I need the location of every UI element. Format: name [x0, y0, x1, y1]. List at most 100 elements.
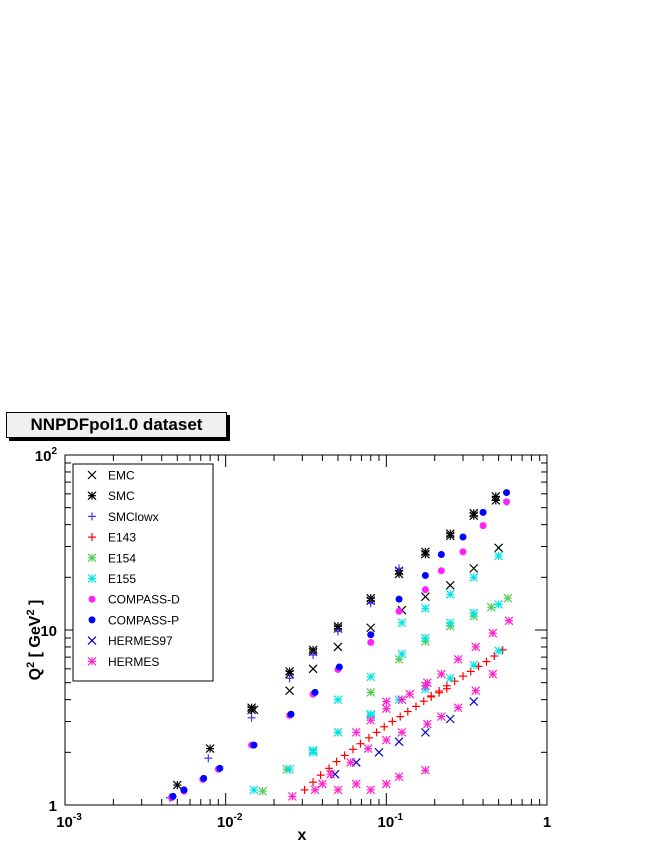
legend-box: [72, 463, 214, 682]
data-point-smc: [491, 491, 501, 501]
data-point-e143: [403, 707, 412, 716]
data-point-e155: [397, 649, 407, 659]
data-point-e155: [366, 672, 376, 682]
data-point-e155: [445, 589, 455, 599]
data-point-e155: [308, 746, 318, 755]
legend-marker: [88, 533, 96, 542]
legend-marker: [87, 656, 97, 666]
data-point-hermes97: [469, 697, 479, 706]
data-point-hermes: [453, 654, 463, 664]
data-point-e143: [490, 652, 499, 661]
data-point-hermes: [366, 715, 376, 725]
data-point-hermes: [471, 642, 481, 652]
legend-label: SMClowx: [108, 510, 159, 524]
data-point-hermes97: [374, 747, 384, 757]
data-point-compass-p: [180, 786, 188, 794]
data-point-e143: [442, 684, 451, 693]
data-point-compass-p: [287, 710, 295, 718]
data-point-compass-d: [421, 586, 429, 594]
legend-marker: [88, 512, 96, 521]
legend-label: COMPASS-D: [108, 593, 180, 607]
data-point-smc: [420, 547, 430, 557]
data-point-e155: [397, 618, 407, 628]
data-point-smc: [285, 666, 295, 676]
data-point-e155: [469, 660, 479, 670]
data-point-compass-p: [437, 551, 445, 559]
data-point-hermes: [422, 719, 432, 729]
data-point-hermes: [436, 669, 446, 679]
data-point-e143: [380, 722, 389, 731]
data-point-e143: [458, 672, 467, 681]
data-point-emc: [285, 686, 295, 696]
data-point-hermes: [317, 779, 327, 789]
data-point-e143: [474, 662, 483, 671]
data-point-e143: [482, 657, 491, 666]
data-point-e143: [340, 751, 349, 760]
x-axis-label: x: [298, 827, 307, 844]
data-point-hermes: [471, 686, 481, 696]
legend-marker: [87, 574, 97, 583]
data-point-compass-p: [459, 533, 467, 541]
y-tick-label: 1: [49, 798, 57, 815]
data-point-e154: [366, 687, 376, 697]
data-point-smclowx: [333, 627, 342, 636]
data-point-hermes: [381, 779, 391, 789]
x-tick-label: 10-2: [217, 812, 243, 831]
legend-marker: [88, 595, 96, 603]
x-tick-label: 1: [543, 814, 551, 831]
legend: EMC SMC SMClowx E143 E154 E155 COMPASS-D COMPAS…: [72, 463, 214, 682]
data-point-compass-d: [479, 522, 487, 530]
data-point-e143: [316, 771, 325, 780]
data-point-smclowx: [285, 674, 294, 683]
data-point-compass-p: [367, 631, 375, 639]
y-axis-label: Q2 [ GeV2 ]: [25, 600, 44, 681]
data-point-e155: [445, 618, 455, 628]
data-point-e155: [420, 633, 430, 643]
data-point-e143: [309, 778, 318, 787]
data-point-compass-p: [395, 595, 403, 603]
legend-marker: [87, 636, 97, 646]
data-point-e154: [486, 602, 496, 612]
data-point-e155: [333, 727, 343, 737]
data-point-hermes: [397, 727, 407, 737]
legend-label: EMC: [108, 469, 135, 483]
data-point-compass-p: [311, 688, 319, 696]
data-point-e143: [300, 785, 309, 794]
data-point-compass-d: [395, 607, 403, 615]
data-point-e143: [372, 728, 381, 737]
data-point-hermes: [504, 616, 514, 626]
chart-title: NNPDFpol1.0 dataset: [6, 412, 227, 438]
legend-label: E143: [108, 531, 136, 545]
data-point-compass-p: [421, 571, 429, 579]
legend-label: E154: [108, 551, 136, 565]
data-point-e155: [469, 572, 479, 582]
data-point-e155: [494, 600, 504, 609]
data-points: [165, 489, 514, 802]
legend-label: HERMES: [108, 655, 159, 669]
legend-label: HERMES97: [108, 634, 173, 648]
data-point-compass-d: [367, 638, 375, 646]
data-point-smc: [366, 593, 376, 603]
legend-label: E155: [108, 572, 136, 586]
data-point-e143: [412, 702, 421, 711]
data-point-e155: [445, 673, 455, 683]
y-tick-label: 102: [35, 446, 58, 465]
data-point-smclowx: [366, 599, 375, 608]
data-point-e143: [356, 739, 365, 748]
data-point-emc: [469, 563, 479, 573]
data-point-e155: [494, 551, 504, 561]
data-point-hermes: [422, 678, 432, 688]
data-point-hermes97: [420, 727, 430, 737]
data-point-hermes: [366, 785, 376, 795]
data-point-e155: [249, 785, 259, 795]
data-point-e143: [332, 757, 341, 766]
data-point-hermes: [326, 769, 336, 779]
data-point-emc: [333, 642, 343, 652]
data-point-emc: [494, 543, 504, 553]
data-point-compass-p: [169, 792, 177, 800]
data-point-e143: [388, 717, 397, 726]
legend-label: COMPASS-P: [108, 613, 179, 627]
data-point-hermes: [381, 704, 391, 714]
plot-axes: 10-3 10-2 10-1 1 1 10 102 x Q2 [ GeV2 ]: [25, 446, 551, 844]
data-point-smclowx: [204, 754, 213, 763]
